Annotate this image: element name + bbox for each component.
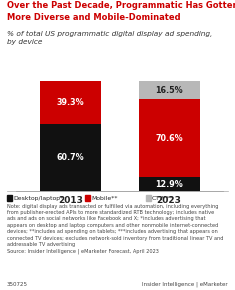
Text: % of total US programmatic digital display ad spending,
by device: % of total US programmatic digital displ… <box>7 31 212 45</box>
Text: Over the Past Decade, Programmatic Has Gotten
More Diverse and Mobile-Dominated: Over the Past Decade, Programmatic Has G… <box>7 1 235 22</box>
Bar <box>139 99 200 177</box>
Text: Note: digital display ads transacted or fulfilled via automation, including ever: Note: digital display ads transacted or … <box>7 204 223 254</box>
Text: 350725: 350725 <box>7 282 28 287</box>
Text: CTV***: CTV*** <box>152 195 174 201</box>
Text: Desktop/laptop*: Desktop/laptop* <box>13 195 64 201</box>
Bar <box>139 81 200 99</box>
Text: 16.5%: 16.5% <box>155 86 183 95</box>
Text: 39.3%: 39.3% <box>57 98 84 107</box>
Bar <box>40 81 101 124</box>
Text: Insider Intelligence | eMarketer: Insider Intelligence | eMarketer <box>142 282 228 287</box>
Text: Mobile**: Mobile** <box>91 195 118 201</box>
Text: 12.9%: 12.9% <box>155 180 183 189</box>
Text: 70.6%: 70.6% <box>155 134 183 143</box>
Bar <box>40 124 101 191</box>
Bar <box>139 177 200 191</box>
Text: 60.7%: 60.7% <box>57 153 84 162</box>
